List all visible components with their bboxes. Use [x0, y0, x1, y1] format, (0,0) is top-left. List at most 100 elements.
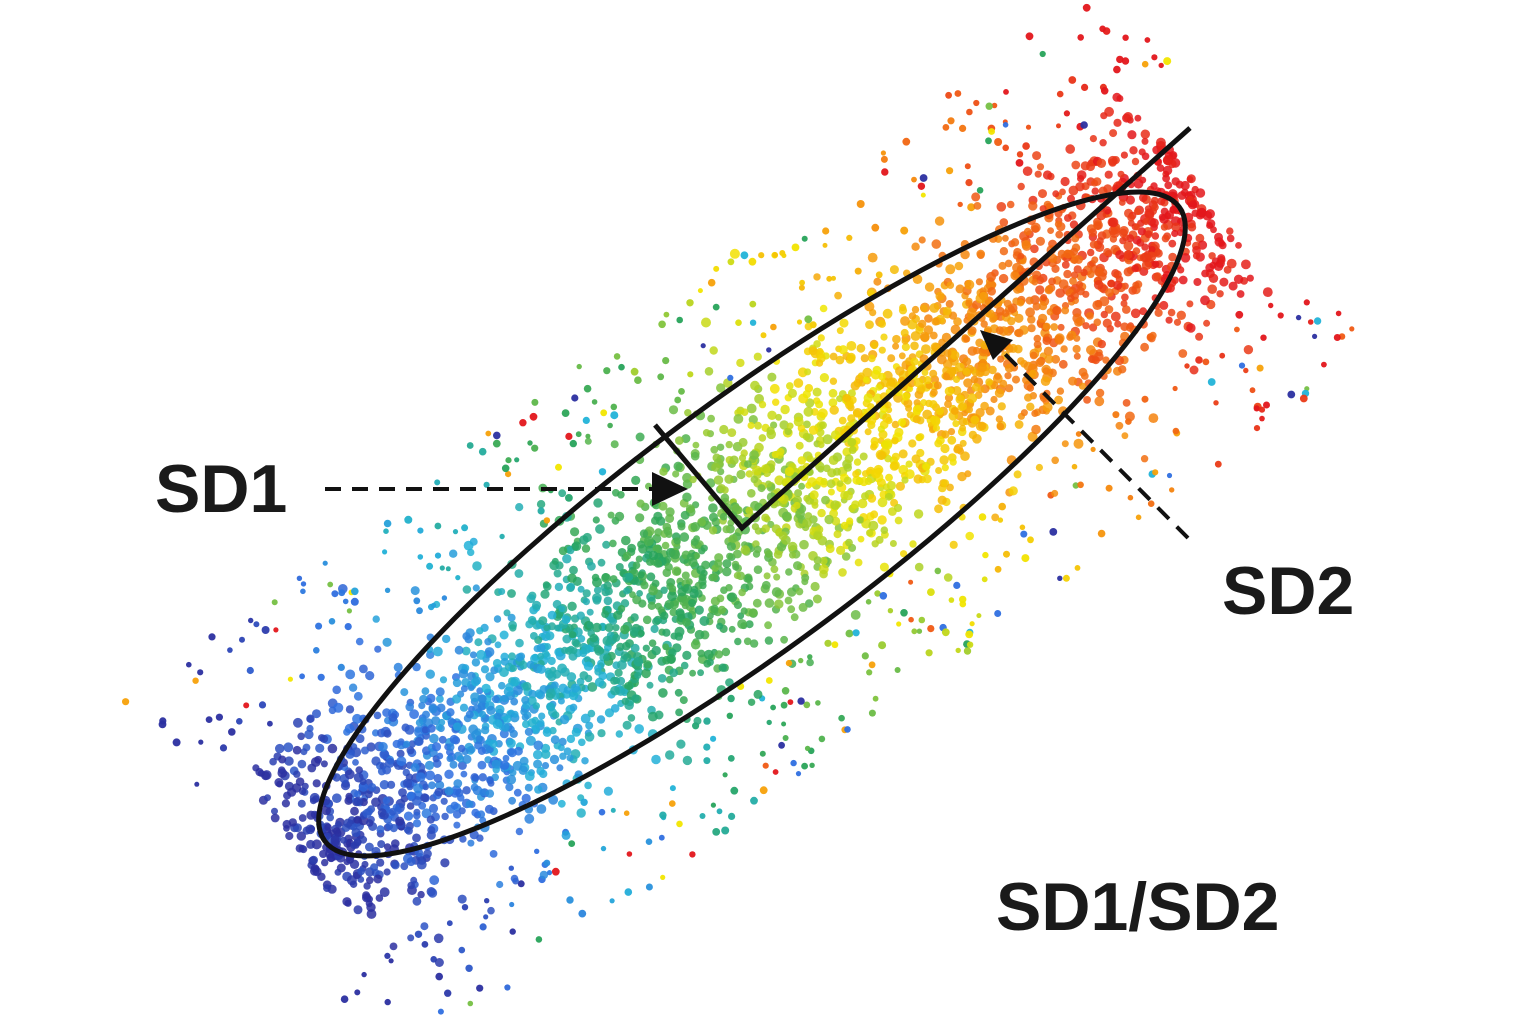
scatter-point	[1014, 420, 1024, 429]
scatter-point	[1287, 390, 1296, 399]
scatter-point	[433, 773, 443, 783]
scatter-point	[376, 825, 385, 834]
scatter-point	[1163, 57, 1172, 66]
scatter-point	[1042, 402, 1053, 413]
scatter-point	[1235, 310, 1244, 319]
scatter-point	[1150, 182, 1158, 190]
scatter-point	[954, 261, 964, 271]
scatter-point	[476, 735, 483, 743]
scatter-point	[1047, 227, 1054, 235]
scatter-point	[1080, 121, 1088, 129]
scatter-point	[561, 830, 571, 840]
scatter-point	[839, 318, 849, 328]
scatter-point	[981, 576, 988, 583]
scatter-point	[1253, 405, 1260, 412]
scatter-point	[551, 711, 560, 719]
scatter-point	[998, 273, 1009, 284]
scatter-point	[345, 749, 355, 759]
scatter-point	[277, 766, 286, 774]
scatter-point	[413, 597, 421, 605]
scatter-point	[758, 400, 767, 409]
scatter-point	[334, 829, 342, 838]
scatter-point	[929, 369, 938, 378]
scatter-point	[802, 432, 811, 441]
scatter-point	[493, 615, 502, 623]
scatter-point	[787, 541, 798, 552]
scatter-point	[1144, 208, 1155, 219]
scatter-point	[997, 402, 1006, 411]
scatter-point	[271, 599, 278, 606]
scatter-point	[967, 307, 977, 318]
scatter-point	[1014, 313, 1024, 323]
scatter-point	[1022, 166, 1033, 176]
scatter-point	[726, 541, 737, 552]
scatter-point	[543, 624, 551, 632]
scatter-point	[944, 393, 954, 402]
scatter-point	[729, 248, 740, 259]
scatter-point	[964, 470, 972, 478]
scatter-point	[665, 507, 675, 517]
scatter-point	[725, 440, 733, 449]
scatter-point	[817, 508, 826, 518]
scatter-point	[258, 701, 267, 709]
scatter-point	[1021, 554, 1030, 563]
scatter-point	[966, 108, 973, 116]
scatter-point	[122, 698, 130, 706]
scatter-point	[749, 300, 757, 308]
scatter-point	[1139, 193, 1148, 202]
scatter-point	[388, 958, 394, 964]
scatter-point	[312, 709, 321, 719]
scatter-point	[570, 683, 581, 693]
scatter-point	[536, 664, 546, 674]
scatter-point	[499, 630, 509, 640]
scatter-point	[634, 724, 644, 734]
scatter-point	[866, 529, 874, 537]
scatter-point	[366, 902, 376, 912]
scatter-point	[829, 352, 838, 361]
scatter-point	[487, 906, 495, 915]
scatter-point	[852, 629, 860, 637]
scatter-point	[1082, 3, 1091, 12]
scatter-point	[689, 669, 696, 677]
scatter-point	[1089, 323, 1098, 332]
scatter-point	[395, 816, 405, 826]
scatter-point	[557, 799, 566, 808]
scatter-point	[938, 338, 946, 347]
scatter-point	[911, 628, 918, 635]
scatter-point	[375, 894, 384, 902]
scatter-point	[760, 332, 767, 339]
scatter-point	[576, 363, 582, 370]
scatter-point	[870, 443, 878, 451]
scatter-point	[847, 437, 857, 447]
scatter-point	[1160, 223, 1168, 231]
scatter-point	[651, 645, 661, 656]
scatter-point	[967, 393, 978, 404]
scatter-point	[1333, 334, 1341, 341]
scatter-point	[648, 550, 659, 561]
scatter-point	[749, 450, 759, 460]
scatter-point	[638, 544, 648, 554]
scatter-point	[733, 571, 742, 580]
scatter-point	[1003, 550, 1010, 558]
scatter-point	[967, 203, 976, 212]
scatter-point	[1158, 213, 1166, 221]
scatter-point	[911, 305, 920, 314]
scatter-point	[1243, 345, 1254, 355]
scatter-point	[1005, 344, 1014, 353]
scatter-point	[824, 639, 832, 647]
scatter-point	[793, 501, 801, 510]
scatter-point	[1165, 316, 1173, 324]
scatter-point	[713, 265, 720, 272]
scatter-point	[543, 582, 552, 591]
scatter-point	[446, 708, 455, 717]
scatter-point	[1102, 318, 1112, 328]
scatter-point	[826, 479, 836, 489]
scatter-point	[405, 702, 415, 712]
scatter-point	[962, 367, 971, 376]
scatter-point	[239, 636, 245, 643]
scatter-point	[1096, 210, 1106, 221]
scatter-point	[344, 623, 352, 631]
scatter-point	[1214, 460, 1222, 468]
scatter-point	[626, 851, 633, 857]
scatter-point	[999, 379, 1008, 388]
